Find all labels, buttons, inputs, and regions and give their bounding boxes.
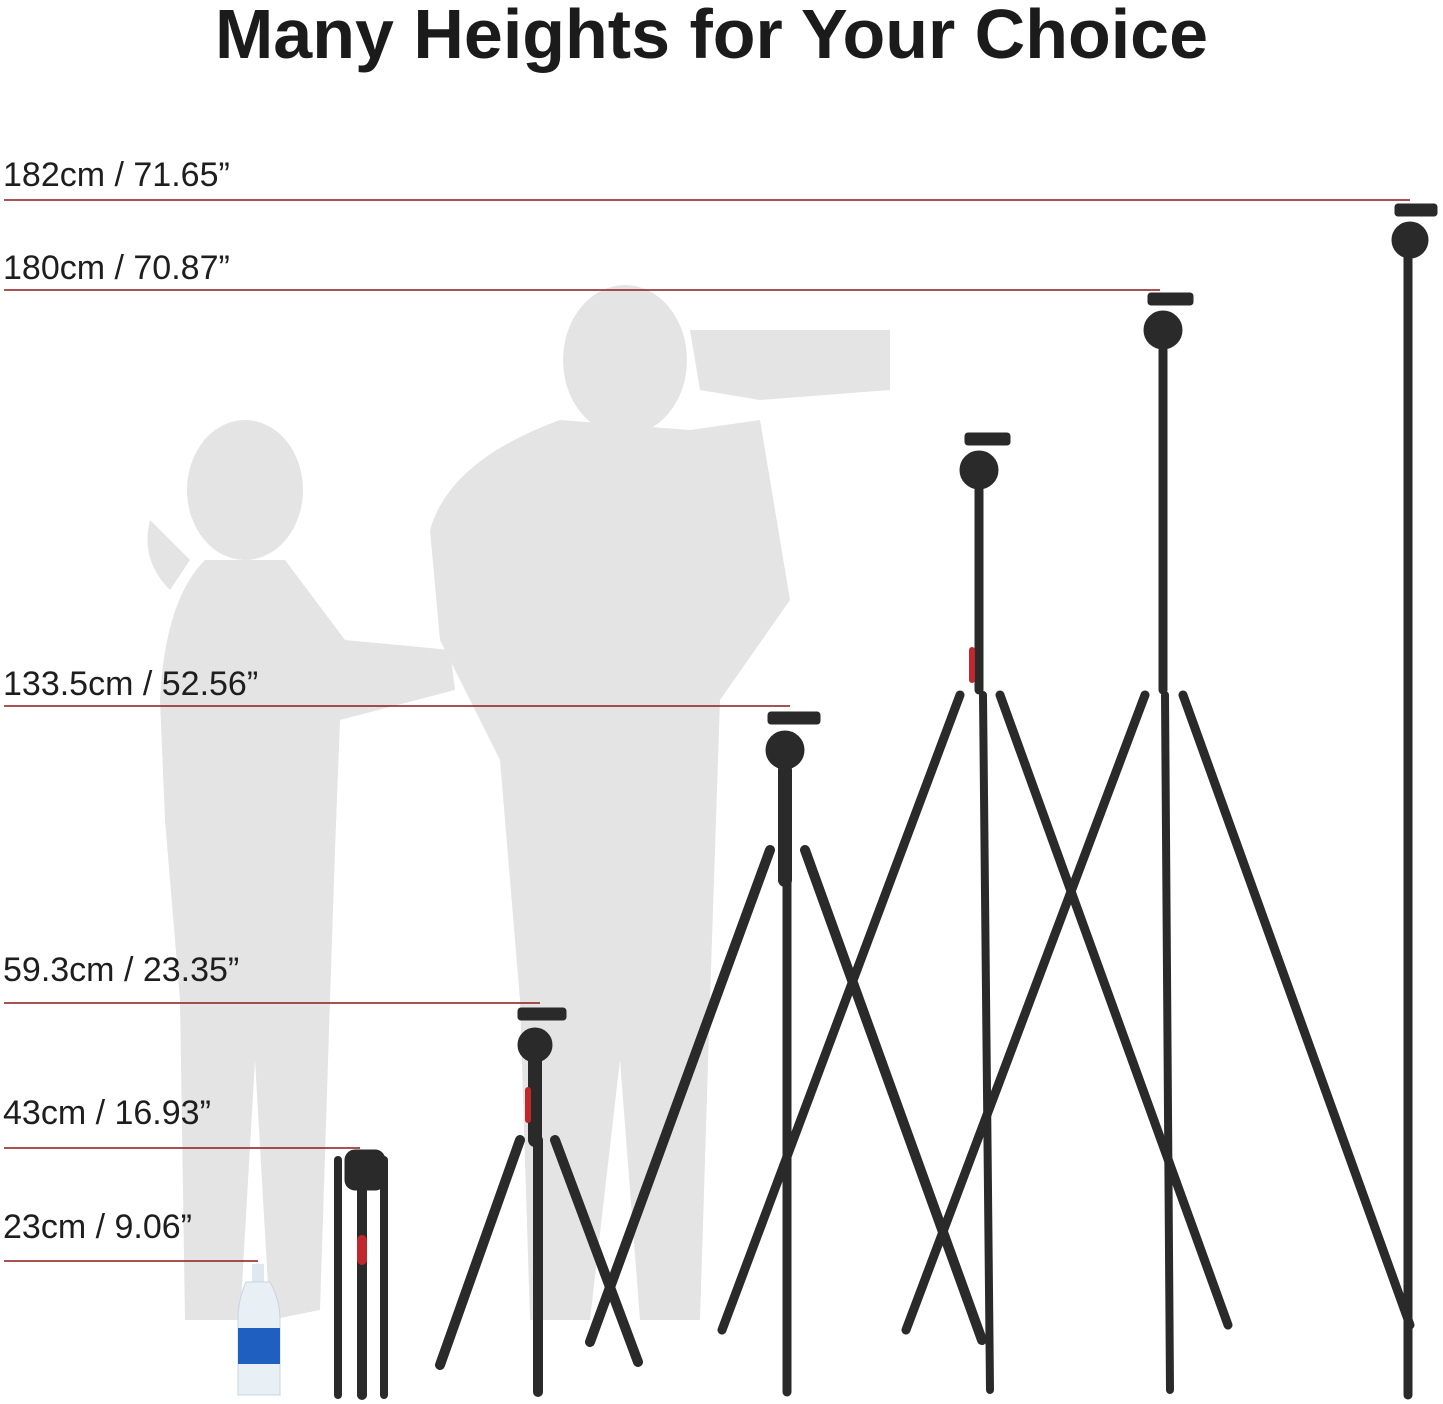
monopod-182cm [1391,203,1438,1400]
man-silhouette [430,285,890,1320]
tripod-180cm [901,292,1415,1394]
woman-silhouette [147,420,455,1320]
height-label-23: 23cm / 9.06” [3,1208,192,1246]
height-label-43: 43cm / 16.93” [3,1094,211,1132]
tripod-133cm [585,711,987,1397]
height-guide-lines [4,199,1410,1262]
water-bottle [237,1264,281,1396]
height-label-180: 180cm / 70.87” [3,249,230,287]
height-label-59: 59.3cm / 23.35” [3,951,240,989]
height-label-133: 133.5cm / 52.56” [3,665,259,703]
height-label-182: 182cm / 71.65” [3,156,230,194]
tripod-folded [334,1149,388,1400]
tripod-high [717,432,1233,1394]
tripod-59cm [435,1007,643,1397]
page-title: Many Heights for Your Choice [214,0,1209,73]
